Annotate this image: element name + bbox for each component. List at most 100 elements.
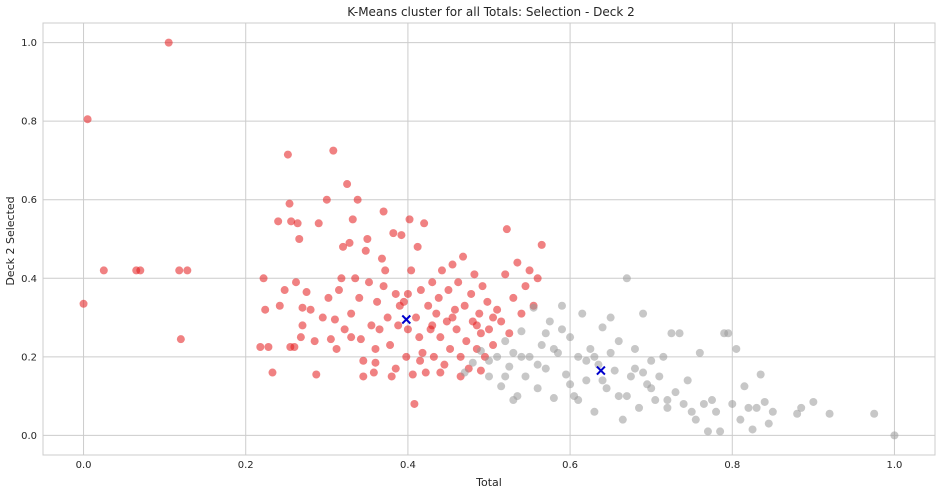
scatter-point [256, 343, 265, 351]
scatter-point [462, 337, 471, 346]
scatter-point [566, 380, 575, 389]
tick-labels: 0.0 0.2 0.4 0.6 0.8 1.0 0.0 0.2 0.4 0.6 0.8 1.0 [21, 38, 902, 471]
scatter-point [485, 372, 493, 381]
centroid-marker [401, 314, 411, 325]
scatter-point [136, 266, 145, 275]
plot-frame [42, 22, 936, 456]
scatter-point [164, 38, 173, 47]
scatter-point [410, 399, 419, 408]
scatter-point [517, 327, 526, 336]
scatter-point [614, 337, 623, 346]
scatter-point [460, 368, 469, 377]
scatter-point [505, 362, 514, 371]
scatter-point [748, 425, 757, 434]
scatter-point [424, 301, 433, 310]
scatter-point [651, 396, 660, 405]
scatter-point [590, 407, 599, 416]
scatter-point [356, 335, 365, 344]
scatter-point [298, 303, 307, 312]
scatter-point [413, 242, 422, 251]
scatter-point [183, 266, 192, 275]
scatter-point [574, 396, 583, 405]
scatter-point [764, 419, 773, 428]
scatter-point [687, 407, 696, 416]
scatter-point [394, 321, 403, 330]
scatter-point [345, 238, 354, 247]
scatter-point [525, 266, 534, 275]
scatter-point [478, 282, 487, 291]
scatter-point [639, 309, 648, 318]
scatter-point [452, 325, 461, 334]
grid [43, 23, 935, 455]
scatter-point [521, 372, 530, 381]
scatter-point [405, 215, 414, 224]
scatter-point [391, 364, 400, 373]
scatter-point [598, 323, 607, 332]
scatter-point [351, 274, 360, 283]
y-tick-label: 0.6 [21, 195, 37, 206]
scatter-point [716, 427, 725, 436]
y-axis-label: Deck 2 Selected [4, 196, 17, 285]
scatter-point [295, 235, 304, 243]
scatter-point [436, 368, 445, 377]
scatter-point [797, 403, 806, 412]
scatter-point [683, 376, 692, 385]
scatter-point [825, 409, 834, 418]
y-tick-label: 0.0 [21, 431, 37, 442]
scatter-point [485, 325, 493, 334]
scatter-point [310, 337, 319, 346]
scatter-point [459, 252, 468, 261]
scatter-point [416, 356, 425, 365]
scatter-point [562, 370, 571, 379]
scatter-point [339, 242, 348, 251]
scatter-point [403, 325, 412, 334]
scatter-point [322, 195, 331, 204]
scatter-point [375, 325, 384, 334]
scatter-point [890, 431, 899, 440]
scatter-point [418, 348, 427, 357]
scatter-point [529, 303, 538, 312]
scatter-point [476, 329, 485, 338]
scatter-point [302, 288, 311, 297]
scatter-point [379, 207, 388, 216]
scatter-point [509, 348, 518, 357]
scatter-point [381, 266, 390, 275]
scatter-point [578, 309, 587, 318]
scatter-point [298, 321, 307, 330]
scatter-point [703, 427, 712, 436]
x-tick-label: 0.4 [400, 460, 416, 471]
scatter-point [446, 344, 455, 353]
scatter-point [292, 278, 301, 287]
scatter-point [389, 229, 398, 238]
scatter-point [468, 358, 477, 367]
scatter-point [598, 376, 607, 385]
scatter-point [264, 343, 273, 351]
scatter-point [667, 329, 676, 338]
scatter-point [399, 297, 408, 306]
scatter-point [760, 397, 769, 406]
scatter-point [397, 231, 406, 240]
y-tick-label: 0.8 [21, 117, 37, 128]
scatter-point [493, 305, 502, 314]
scatter-point [675, 329, 684, 338]
scatter-point [541, 364, 550, 373]
scatter-point [348, 215, 357, 224]
scatter-point [402, 352, 411, 361]
scatter-point [373, 297, 382, 306]
scatter-point [386, 341, 395, 350]
scatter-point [429, 352, 438, 361]
y-tick-label: 0.4 [21, 274, 37, 285]
scatter-point [501, 337, 510, 346]
scatter-point [285, 199, 294, 208]
scatter-point [557, 301, 566, 310]
chart-title: K-Means cluster for all Totals: Selectio… [347, 5, 635, 19]
scatter-point [334, 286, 343, 295]
scatter-point [175, 266, 184, 275]
scatter-point [377, 254, 386, 263]
centroid-marker [596, 365, 606, 376]
scatter-point [440, 360, 449, 369]
scatter-point [533, 360, 542, 369]
scatter-point [470, 270, 479, 279]
